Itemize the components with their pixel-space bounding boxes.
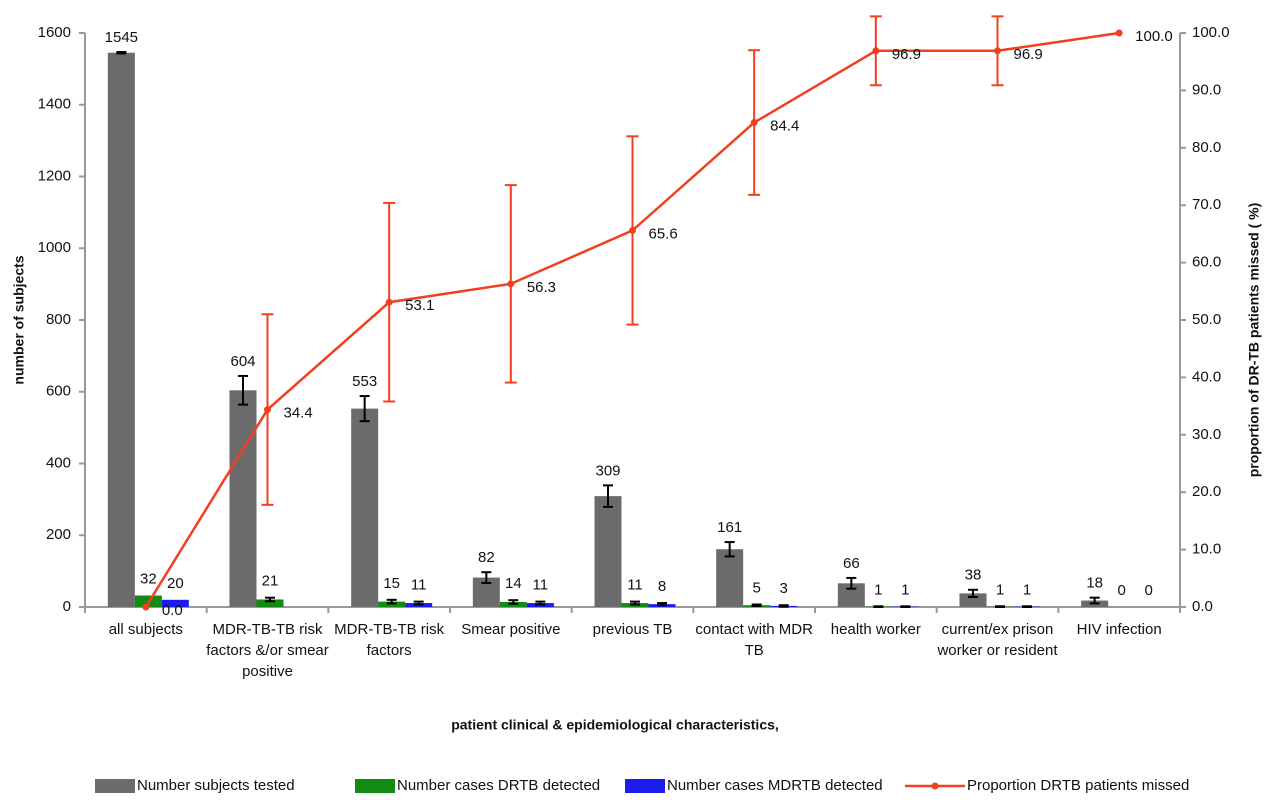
y-tick-label: 1200: [38, 167, 71, 184]
bar: [107, 52, 135, 607]
value-label: 18: [1086, 575, 1103, 592]
line-marker: [264, 406, 271, 414]
line-marker: [994, 47, 1001, 55]
y2-tick-label: 100.0: [1192, 24, 1230, 41]
legend-label: Number subjects tested: [137, 777, 295, 794]
legend-label: Number cases DRTB detected: [397, 777, 600, 794]
legend-swatch: [625, 779, 665, 793]
value-label: 1545: [105, 29, 138, 46]
value-label: 96.9: [1014, 46, 1043, 63]
legend-swatch: [931, 782, 939, 790]
bar: [256, 599, 284, 607]
bar: [837, 583, 865, 607]
y-tick-label: 1600: [38, 24, 71, 41]
y-tick-label: 200: [46, 526, 71, 543]
value-label: 161: [717, 519, 742, 536]
y2-tick-label: 10.0: [1192, 541, 1221, 558]
y-axis-title: number of subjects: [11, 255, 27, 384]
value-label: 5: [752, 579, 760, 596]
y-tick-label: 0: [63, 598, 71, 615]
value-label: 56.3: [527, 279, 556, 296]
line-marker: [507, 280, 515, 288]
x-tick-label: all subjects: [108, 621, 183, 638]
bar: [229, 390, 257, 607]
value-label: 1: [901, 581, 909, 598]
legend-label: Number cases MDRTB detected: [667, 777, 883, 794]
y-tick-label: 800: [46, 311, 71, 328]
value-label: 96.9: [892, 46, 921, 63]
y2-tick-label: 70.0: [1192, 196, 1221, 213]
legend-label: Proportion DRTB patients missed: [967, 777, 1189, 794]
line-marker: [385, 298, 393, 306]
value-label: 8: [658, 578, 666, 595]
value-label: 0.0: [162, 602, 183, 619]
x-tick-label: MDR-TB-TB risk factors &/or smear positi…: [206, 621, 329, 680]
bar: [161, 599, 189, 607]
y-tick-label: 1400: [38, 96, 71, 113]
value-label: 38: [965, 567, 982, 584]
value-label: 53.1: [405, 297, 434, 314]
value-label: 1: [874, 581, 882, 598]
x-tick-label: contact with MDR TB: [695, 621, 813, 659]
y2-tick-label: 50.0: [1192, 311, 1221, 328]
x-tick-label: previous TB: [592, 621, 673, 638]
bar: [594, 496, 622, 607]
value-label: 21: [262, 573, 279, 590]
value-label: 82: [478, 549, 495, 566]
x-tick-label: Smear positive: [461, 621, 561, 638]
value-label: 20: [167, 575, 184, 592]
value-label: 11: [533, 577, 549, 594]
bar: [959, 593, 987, 607]
value-label: 32: [140, 570, 157, 587]
y-tick-label: 400: [46, 454, 71, 471]
value-label: 11: [411, 577, 427, 594]
y-tick-label: 600: [46, 383, 71, 400]
y2-tick-label: 90.0: [1192, 81, 1221, 98]
value-label: 604: [230, 353, 255, 370]
y-tick-label: 1000: [38, 239, 71, 256]
y2-tick-label: 0.0: [1192, 598, 1213, 615]
legend-swatch: [355, 779, 395, 793]
y2-tick-label: 20.0: [1192, 483, 1221, 500]
line-marker: [629, 226, 636, 234]
legend-swatch: [95, 779, 135, 793]
x-tick-label: health worker: [830, 621, 921, 638]
bar: [351, 408, 379, 607]
line-marker: [872, 47, 880, 55]
value-label: 100.0: [1135, 28, 1173, 45]
bar: [716, 549, 744, 607]
y2-tick-label: 60.0: [1192, 254, 1221, 271]
y2-tick-label: 40.0: [1192, 368, 1221, 385]
value-label: 0: [1144, 582, 1152, 599]
value-label: 66: [843, 555, 860, 572]
value-label: 1: [996, 581, 1004, 598]
value-label: 14: [505, 575, 522, 592]
x-axis-title: patient clinical & epidemiological chara…: [451, 717, 779, 733]
line-marker: [142, 603, 150, 611]
x-tick-label: HIV infection: [1076, 621, 1162, 638]
line-marker: [750, 119, 758, 127]
value-label: 553: [352, 373, 377, 390]
value-label: 3: [779, 580, 787, 597]
value-label: 0: [1117, 582, 1125, 599]
y2-axis-title: proportion of DR-TB patients missed ( %): [1246, 203, 1262, 478]
value-label: 309: [595, 462, 620, 479]
value-label: 34.4: [284, 405, 313, 422]
y2-tick-label: 80.0: [1192, 139, 1221, 156]
line-marker: [1115, 29, 1123, 37]
x-tick-label: current/ex prison worker or resident: [937, 621, 1058, 659]
value-label: 11: [627, 577, 643, 594]
value-label: 65.6: [649, 225, 678, 242]
y2-tick-label: 30.0: [1192, 426, 1221, 443]
value-label: 84.4: [770, 118, 799, 135]
value-label: 15: [383, 575, 400, 592]
value-label: 1: [1023, 581, 1031, 598]
x-tick-label: MDR-TB-TB risk factors: [334, 621, 445, 659]
